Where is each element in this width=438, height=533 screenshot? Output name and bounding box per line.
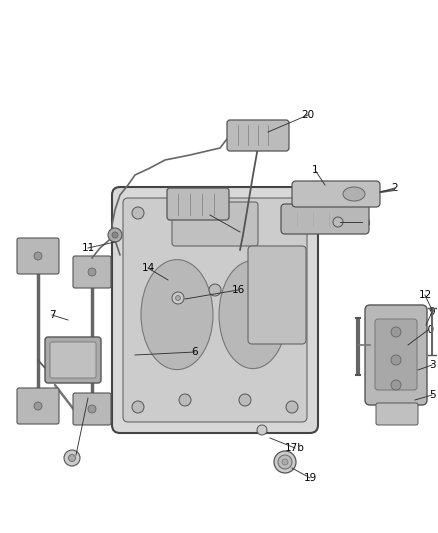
FancyBboxPatch shape [375, 319, 417, 390]
Text: 10: 10 [421, 325, 434, 335]
FancyBboxPatch shape [227, 120, 289, 151]
Text: 20: 20 [301, 110, 314, 120]
Text: 9: 9 [429, 307, 435, 317]
Circle shape [132, 207, 144, 219]
Circle shape [179, 394, 191, 406]
FancyBboxPatch shape [123, 198, 307, 422]
Circle shape [64, 450, 80, 466]
Circle shape [176, 295, 180, 301]
Circle shape [282, 459, 288, 465]
Circle shape [172, 292, 184, 304]
Circle shape [239, 394, 251, 406]
Circle shape [391, 355, 401, 365]
FancyBboxPatch shape [17, 388, 59, 424]
FancyBboxPatch shape [281, 204, 369, 234]
Text: 11: 11 [81, 243, 95, 253]
Text: 6: 6 [192, 347, 198, 357]
Circle shape [112, 232, 118, 238]
Circle shape [88, 268, 96, 276]
Circle shape [274, 451, 296, 473]
Text: 8: 8 [85, 393, 91, 403]
FancyBboxPatch shape [73, 393, 111, 425]
Circle shape [68, 455, 75, 462]
FancyBboxPatch shape [50, 342, 96, 378]
Circle shape [108, 228, 122, 242]
Circle shape [88, 405, 96, 413]
Ellipse shape [219, 261, 287, 369]
Ellipse shape [141, 260, 213, 369]
Text: 16: 16 [231, 285, 245, 295]
Ellipse shape [343, 187, 365, 201]
Text: 19: 19 [304, 473, 317, 483]
FancyBboxPatch shape [365, 305, 427, 405]
Circle shape [132, 401, 144, 413]
Circle shape [209, 284, 221, 296]
FancyBboxPatch shape [17, 238, 59, 274]
Text: 1: 1 [312, 165, 318, 175]
Text: 14: 14 [141, 263, 155, 273]
Text: 18: 18 [233, 227, 247, 237]
Circle shape [34, 402, 42, 410]
Text: 5: 5 [429, 390, 435, 400]
FancyBboxPatch shape [292, 181, 380, 207]
FancyBboxPatch shape [376, 403, 418, 425]
Circle shape [34, 252, 42, 260]
Text: 7: 7 [49, 310, 55, 320]
FancyBboxPatch shape [167, 188, 229, 220]
Circle shape [333, 217, 343, 227]
Circle shape [391, 327, 401, 337]
FancyBboxPatch shape [112, 187, 318, 433]
Text: 17b: 17b [285, 443, 305, 453]
Text: 12: 12 [418, 290, 431, 300]
Circle shape [257, 425, 267, 435]
Circle shape [286, 207, 298, 219]
FancyBboxPatch shape [248, 246, 306, 344]
FancyBboxPatch shape [172, 202, 258, 246]
Text: 2: 2 [392, 183, 398, 193]
FancyBboxPatch shape [45, 337, 101, 383]
Circle shape [391, 380, 401, 390]
Circle shape [278, 455, 292, 469]
Text: 17a: 17a [352, 217, 372, 227]
Text: 3: 3 [429, 360, 435, 370]
FancyBboxPatch shape [73, 256, 111, 288]
Circle shape [286, 401, 298, 413]
